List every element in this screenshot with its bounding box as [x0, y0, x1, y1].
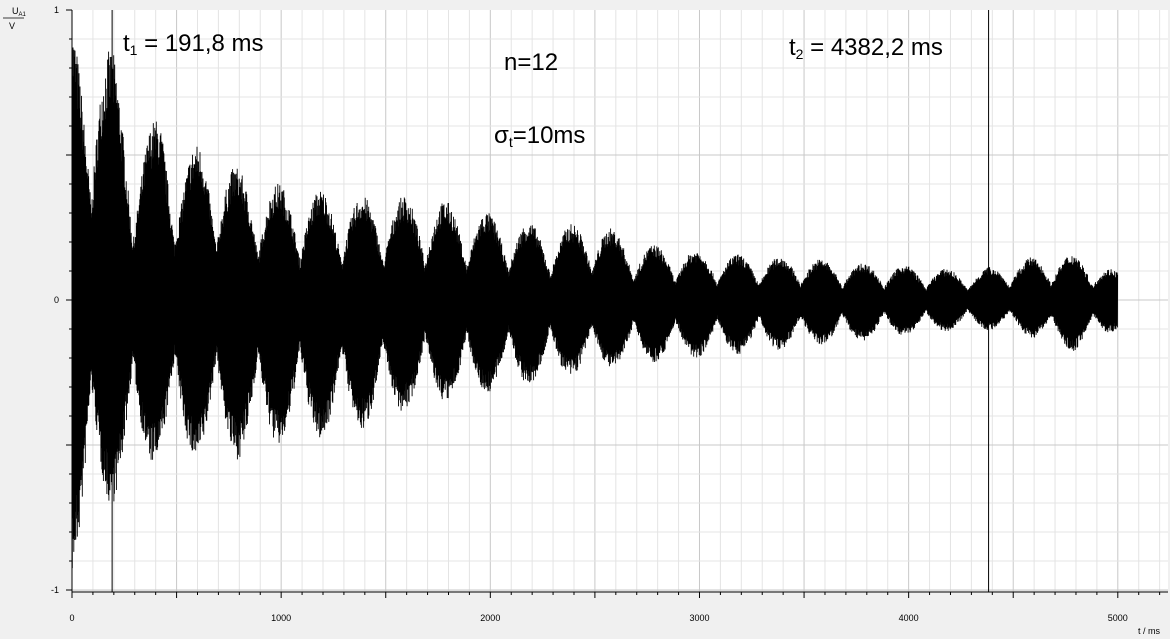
y-tick-label: 1: [54, 5, 59, 15]
x-tick-label: 5000: [1108, 613, 1128, 623]
x-tick-label: 3000: [689, 613, 709, 623]
cursors: [111, 10, 990, 592]
annotation-t2: t2 = 4382,2 ms: [789, 34, 943, 62]
x-ticks: 0 1000 2000 3000 4000 5000: [69, 592, 1161, 623]
x-tick-label: 1000: [271, 613, 291, 623]
x-tick-label: 0: [69, 613, 74, 623]
annotation-t1: t1 = 191,8 ms: [123, 30, 264, 58]
x-tick-label: 4000: [899, 613, 919, 623]
y-axis-label: UA1: [12, 6, 27, 18]
y-axis-unit: V: [9, 21, 15, 31]
signal-series: [71, 47, 1119, 569]
y-tick-label: -1: [51, 585, 59, 595]
y-tick-label: 0: [54, 295, 59, 305]
annotation-n: n=12: [504, 49, 558, 76]
x-tick-label: 2000: [480, 613, 500, 623]
annotation-sigma: σt=10ms: [494, 122, 585, 150]
y-ticks: 1 0 -1: [51, 5, 72, 595]
x-axis-label: t / ms: [1138, 626, 1160, 636]
signal-waveform: [71, 47, 1119, 569]
